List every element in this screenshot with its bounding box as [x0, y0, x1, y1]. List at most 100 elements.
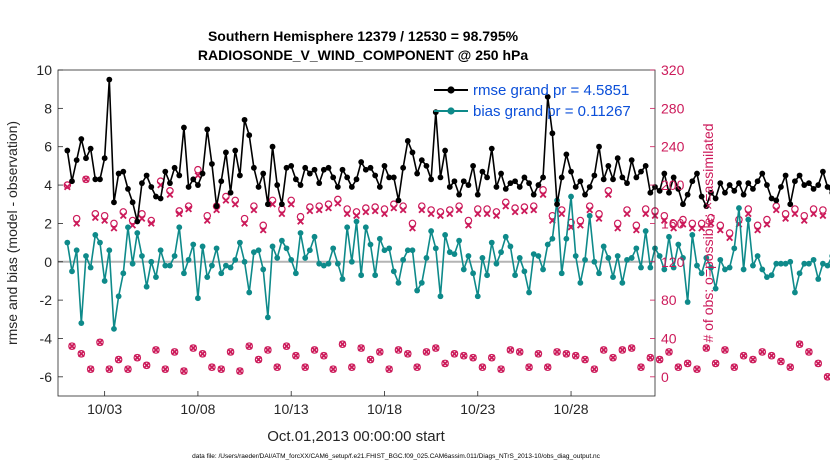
- rmse-point: [236, 172, 243, 179]
- obs-possible-marker: [763, 215, 771, 224]
- bias-point: [297, 230, 304, 236]
- obs-possible-marker: [660, 211, 669, 220]
- rmse-point: [348, 184, 355, 190]
- rmse-point: [778, 184, 784, 190]
- bias-point: [488, 239, 495, 246]
- obs-assimilated-marker: [91, 214, 99, 222]
- rmse-point: [572, 184, 579, 190]
- rmse-point: [157, 195, 164, 202]
- obs-assimilated-marker: [637, 363, 645, 371]
- rmse-point: [689, 178, 696, 185]
- x-tick-label: 10/03: [87, 401, 122, 417]
- obs-assimilated-marker: [721, 346, 729, 354]
- bias-point: [778, 260, 784, 267]
- rmse-point: [610, 176, 616, 183]
- obs-possible-marker: [683, 359, 692, 368]
- y-left-tick-label: 8: [44, 100, 52, 116]
- rmse-point: [586, 184, 593, 190]
- obs-assimilated-marker: [558, 210, 566, 218]
- rmse-point: [213, 203, 220, 210]
- obs-assimilated-marker: [492, 212, 500, 220]
- obs-possible-marker: [571, 351, 580, 360]
- rmse-point: [185, 184, 192, 190]
- obs-assimilated-marker: [590, 365, 598, 373]
- obs-assimilated-marker: [171, 348, 179, 356]
- obs-assimilated-marker: [656, 356, 664, 364]
- obs-assimilated-marker: [796, 340, 804, 348]
- obs-assimilated-marker: [679, 220, 687, 228]
- rmse-point: [810, 185, 817, 192]
- rmse-point: [190, 176, 197, 183]
- obs-assimilated-marker: [595, 215, 603, 223]
- obs-assimilated-marker: [502, 202, 510, 210]
- bias-point: [792, 289, 798, 296]
- obs-assimilated-marker: [441, 359, 449, 367]
- obs-possible-marker: [767, 351, 776, 360]
- chart-title-line2: RADIOSONDE_V_WIND_COMPONENT @ 250 hPa: [198, 47, 528, 63]
- y-right-tick-label: 320: [661, 62, 685, 78]
- obs-possible-marker: [739, 351, 748, 360]
- rmse-point: [516, 184, 523, 190]
- rmse-point: [563, 151, 570, 158]
- obs-possible-marker: [394, 346, 403, 354]
- bias-point: [722, 266, 728, 273]
- obs-possible-marker: [68, 342, 76, 350]
- bias-point: [292, 270, 299, 277]
- obs-assimilated-marker: [824, 373, 830, 381]
- bias-point: [568, 193, 574, 200]
- obs-assimilated-marker: [189, 344, 197, 352]
- obs-possible-marker: [380, 205, 389, 213]
- bias-point: [204, 274, 211, 281]
- rmse-point: [73, 157, 80, 164]
- obs-possible-marker: [441, 359, 449, 368]
- y-right-tick-label: 280: [661, 100, 685, 116]
- bias-point: [736, 205, 742, 211]
- rmse-point: [274, 182, 281, 188]
- bias-point: [540, 266, 546, 273]
- rmse-point: [591, 172, 598, 179]
- rmse-point: [269, 143, 276, 150]
- obs-assimilated-marker: [600, 346, 608, 354]
- obs-assimilated-marker: [320, 352, 328, 360]
- y-right-tick-label: 240: [661, 139, 685, 155]
- rmse-point: [255, 184, 262, 190]
- obs-assimilated-marker: [255, 356, 262, 364]
- obs-possible-marker: [716, 221, 725, 230]
- obs-possible-marker: [86, 365, 95, 373]
- rmse-point: [400, 164, 407, 171]
- bias-point: [227, 264, 234, 271]
- obs-possible-marker: [637, 363, 645, 372]
- legend: rmse grand pr = 4.5851 bias grand pr = 0…: [434, 82, 631, 120]
- rmse-point: [633, 174, 640, 181]
- obs-possible-marker: [823, 373, 830, 381]
- y-left-tick-label: 6: [44, 139, 52, 155]
- bias-point: [139, 253, 145, 259]
- obs-assimilated-marker: [395, 346, 402, 354]
- rmse-point: [568, 168, 574, 175]
- obs-possible-marker: [124, 365, 132, 373]
- bias-point: [288, 256, 295, 263]
- obs-assimilated-marker: [553, 348, 561, 356]
- obs-assimilated-marker: [782, 215, 790, 223]
- obs-assimilated-marker: [437, 212, 444, 220]
- obs-possible-marker: [758, 348, 767, 356]
- obs-assimilated-marker: [460, 352, 468, 360]
- obs-assimilated-marker: [185, 205, 193, 213]
- obs-assimilated-marker: [786, 363, 794, 371]
- obs-assimilated-marker: [222, 196, 230, 204]
- bias-point: [796, 270, 803, 277]
- bias-point: [815, 276, 822, 282]
- obs-assimilated-marker: [250, 206, 258, 214]
- obs-assimilated-marker: [530, 206, 538, 214]
- bias-point: [213, 245, 220, 252]
- rmse-point: [376, 184, 383, 190]
- obs-possible-marker: [800, 211, 809, 220]
- obs-assimilated-marker: [819, 212, 827, 220]
- obs-possible-marker: [576, 216, 585, 225]
- obs-possible-marker: [627, 344, 636, 352]
- rmse-point: [260, 170, 267, 177]
- obs-possible-marker: [777, 357, 785, 366]
- obs-assimilated-marker: [455, 206, 463, 214]
- rmse-point: [69, 178, 75, 185]
- rmse-point: [442, 147, 449, 154]
